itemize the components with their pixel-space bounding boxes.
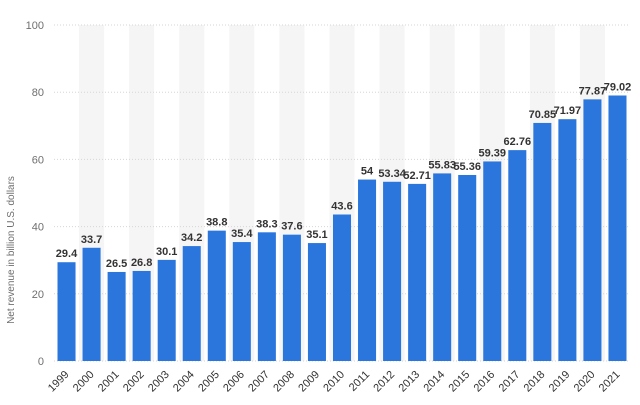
bars	[57, 95, 627, 361]
x-tick-label: 2013	[396, 369, 422, 395]
x-tick-label: 2003	[146, 369, 172, 395]
x-tick-label: 2009	[296, 369, 322, 395]
data-label: 79.02	[604, 81, 632, 93]
x-tick-label: 2004	[171, 369, 197, 395]
data-label: 29.4	[56, 248, 78, 260]
bar	[57, 262, 76, 361]
y-tick-label: 60	[32, 154, 44, 166]
bar	[257, 232, 276, 361]
x-tick-label: 2001	[96, 369, 122, 395]
x-tick-label: 2008	[271, 369, 297, 395]
data-label: 70.85	[529, 109, 557, 121]
x-tick-label: 2018	[522, 369, 548, 395]
x-tick-label: 2005	[196, 369, 222, 395]
x-tick-label: 2016	[472, 369, 498, 395]
bar	[207, 230, 226, 361]
bar	[307, 243, 326, 361]
bar	[232, 242, 251, 361]
x-tick-label: 2014	[421, 369, 447, 395]
bar	[533, 122, 552, 361]
x-axis-ticks: 1999 2000 2001 2002 2003 2004 2005 2006 2007 2008…	[46, 369, 623, 395]
bar	[332, 214, 352, 361]
x-tick-label: 2011	[347, 369, 372, 394]
y-tick-label: 0	[38, 356, 44, 368]
bar	[458, 174, 477, 361]
data-label: 38.8	[206, 217, 227, 229]
data-label: 37.6	[281, 221, 302, 233]
bar	[558, 119, 577, 361]
data-label: 71.97	[554, 105, 582, 117]
x-tick-label: 2010	[321, 369, 347, 395]
bar	[483, 161, 502, 361]
x-tick-label: 2020	[572, 369, 598, 395]
data-label: 38.3	[256, 218, 277, 230]
value-labels: 29.433.7 26.5 26.8 30.1 34.2 38.8 35.438.3 37.6…	[56, 81, 631, 269]
data-label: 54	[361, 166, 374, 178]
data-label: 53.34	[378, 168, 406, 180]
y-axis-ticks: 0 20 40 60 80 100	[26, 20, 44, 368]
data-label: 33.7	[81, 234, 102, 246]
y-tick-label: 80	[32, 87, 44, 99]
data-label: 34.2	[181, 232, 202, 244]
data-label: 59.39	[478, 147, 506, 159]
bar	[157, 259, 176, 361]
bar	[82, 247, 101, 361]
bar	[433, 173, 452, 361]
data-label: 26.8	[131, 257, 152, 269]
y-tick-label: 20	[32, 289, 44, 301]
x-tick-label: 2006	[221, 369, 247, 395]
data-label: 52.71	[403, 170, 431, 182]
data-label: 35.4	[231, 228, 253, 240]
bar	[508, 150, 527, 361]
x-tick-label: 2021	[597, 369, 623, 395]
y-axis-label: Net revenue in billion U.S. dollars	[6, 176, 17, 324]
data-label: 30.1	[156, 246, 177, 258]
data-label: 26.5	[106, 258, 127, 270]
x-tick-label: 2019	[547, 369, 573, 395]
bar	[608, 95, 627, 361]
y-tick-label: 40	[32, 222, 44, 234]
data-label: 35.1	[306, 229, 327, 241]
x-tick-label: 2002	[121, 369, 147, 395]
data-label: 55.83	[428, 159, 456, 171]
x-tick-label: 2000	[71, 369, 97, 395]
x-tick-label: 2017	[497, 369, 523, 395]
bar	[282, 234, 301, 361]
y-tick-label: 100	[26, 20, 44, 32]
x-tick-label: 2012	[371, 369, 397, 395]
bar	[107, 271, 126, 361]
x-tick-label: 2015	[447, 369, 473, 395]
bar	[182, 246, 201, 361]
bar	[132, 270, 151, 361]
bar	[583, 99, 602, 361]
bar	[408, 183, 427, 361]
data-label: 77.87	[579, 85, 607, 97]
bar	[358, 179, 377, 361]
x-tick-label: 1999	[46, 369, 72, 395]
data-label: 62.76	[504, 136, 532, 148]
data-label: 55.36	[453, 161, 481, 173]
bar	[383, 181, 402, 361]
data-label: 43.6	[331, 201, 352, 213]
x-tick-label: 2007	[246, 369, 272, 395]
